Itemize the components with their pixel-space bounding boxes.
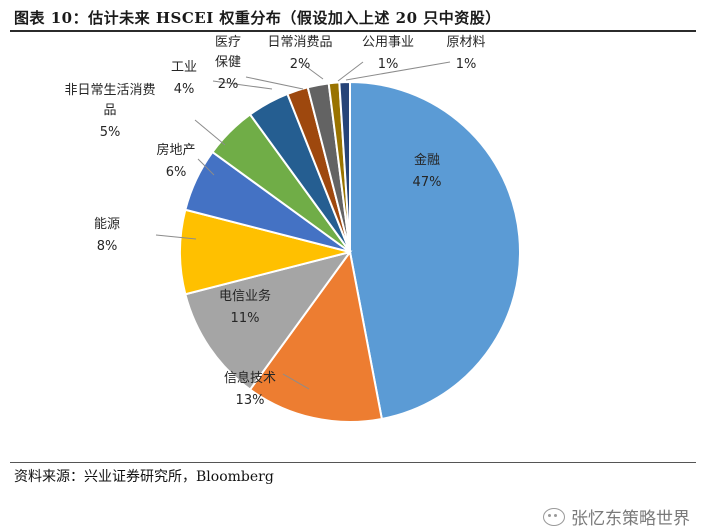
- slice-value-5: 5%: [100, 125, 121, 140]
- pie-chart-area: 金融 47% 信息技术 13% 电信业务 11% 能源 8% 房地产 6% 非日常生活消费品 5% 工业…: [0, 34, 704, 458]
- slice-label-3: 能源: [94, 217, 120, 232]
- slice-value-4: 6%: [166, 165, 187, 180]
- slice-value-1: 13%: [236, 393, 265, 408]
- slice-label-1: 信息技术: [224, 370, 276, 386]
- slice-value-7: 2%: [218, 77, 239, 92]
- slice-value-0: 47%: [413, 175, 442, 190]
- slice-label-10: 原材料: [446, 35, 485, 50]
- slice-label-4: 房地产: [156, 142, 195, 158]
- watermark-text: 张忆东策略世界: [571, 509, 690, 529]
- leader-line-6: [212, 80, 273, 90]
- chart-title-bar: 图表 10：估计未来 HSCEI 权重分布（假设加入上述 20 只中资股）: [10, 6, 696, 32]
- slice-value-3: 8%: [97, 239, 118, 254]
- slice-label-8: 日常消费品: [267, 35, 332, 50]
- pie-slice-2: [184, 250, 353, 391]
- slice-label-9: 公用事业: [362, 35, 414, 50]
- slice-value-6: 4%: [174, 82, 195, 97]
- slice-value-8: 2%: [290, 57, 311, 72]
- leader-line-10: [345, 61, 451, 81]
- slice-label-5-line1: 品: [103, 103, 116, 118]
- slice-label-7-line1: 保健: [215, 55, 241, 70]
- source-divider: [10, 462, 696, 463]
- wechat-icon: [543, 507, 565, 526]
- slice-value-9: 1%: [378, 57, 399, 72]
- slice-value-2: 11%: [231, 311, 260, 326]
- slice-value-10: 1%: [456, 57, 477, 72]
- leader-line-9: [337, 61, 364, 82]
- leader-line-8: [299, 61, 324, 80]
- slice-label-6: 工业: [171, 60, 197, 75]
- watermark: 张忆东策略世界: [543, 504, 690, 529]
- leader-line-5: [194, 119, 226, 146]
- slice-label-7-line0: 医疗: [215, 35, 241, 50]
- pie-slice-0: [349, 80, 522, 421]
- leader-line-4: [197, 158, 215, 176]
- leader-line-7: [245, 76, 304, 90]
- pie-slice-1: [248, 249, 384, 423]
- leader-line-3: [155, 234, 197, 240]
- leader-line-1: [282, 373, 310, 390]
- slice-label-0: 金融: [414, 152, 440, 168]
- slice-label-2: 电信业务: [219, 288, 271, 304]
- slice-label-5-line0: 非日常生活消费: [64, 83, 155, 98]
- chart-title: 图表 10：估计未来 HSCEI 权重分布（假设加入上述 20 只中资股）: [14, 9, 501, 27]
- source-note: 资料来源：兴业证券研究所，Bloomberg: [14, 469, 274, 485]
- pie-slice-10: [338, 80, 351, 253]
